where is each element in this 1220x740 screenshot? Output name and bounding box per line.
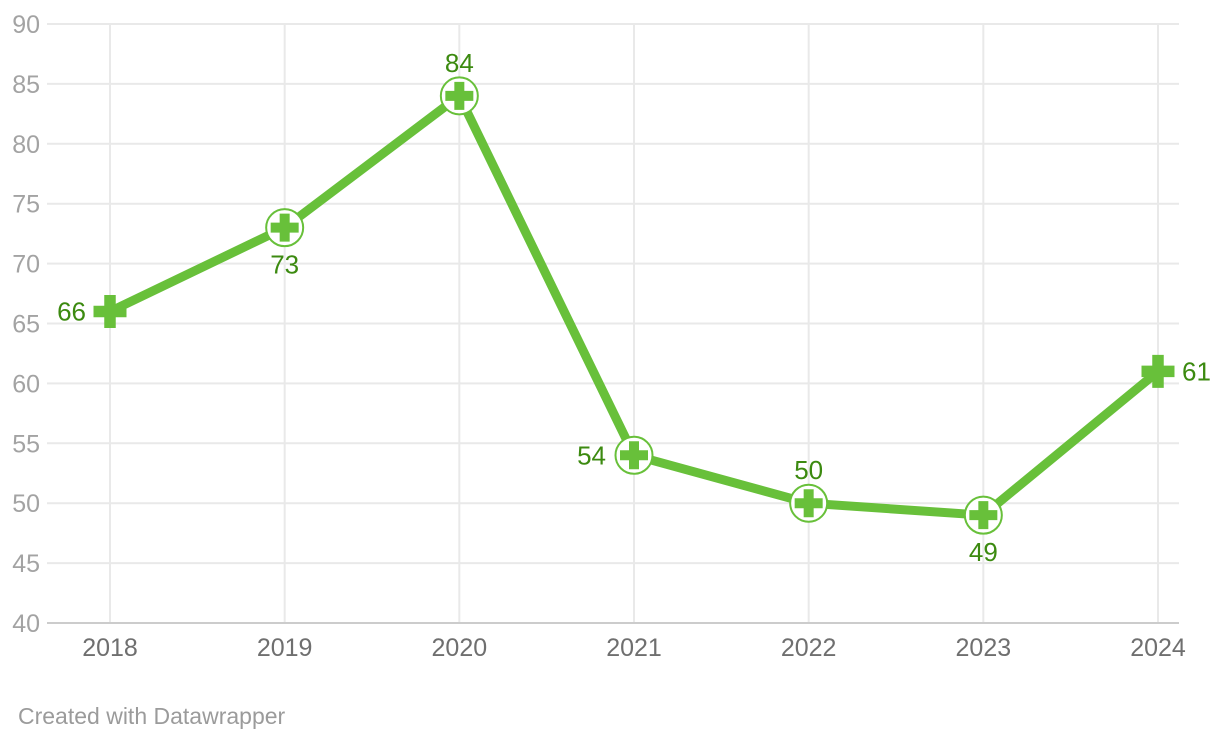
y-tick-label: 75 — [12, 191, 40, 219]
line-chart-svg: 40 45 50 55 60 65 70 75 80 85 90 2018 2019 2020 2021 20… — [12, 11, 1211, 662]
data-point-2020[interactable] — [439, 76, 479, 116]
data-point-2018[interactable] — [93, 295, 127, 329]
cross-marker-icon — [620, 441, 648, 470]
data-point-2021[interactable] — [614, 435, 654, 475]
value-label: 66 — [57, 297, 86, 327]
y-tick-label: 85 — [12, 71, 40, 99]
y-tick-label: 70 — [12, 251, 40, 279]
x-tick-label: 2023 — [956, 634, 1012, 662]
x-tick-label: 2019 — [257, 634, 313, 662]
x-tick-label: 2020 — [432, 634, 488, 662]
cross-marker-icon — [445, 81, 474, 110]
cross-marker-icon — [969, 501, 998, 530]
y-tick-label: 40 — [12, 610, 40, 638]
data-point-2023[interactable] — [963, 495, 1003, 535]
y-tick-label: 60 — [12, 370, 40, 398]
x-tick-label: 2018 — [82, 634, 138, 662]
x-tick-label: 2024 — [1130, 634, 1186, 662]
y-tick-label: 80 — [12, 131, 40, 159]
cross-marker-icon — [93, 295, 127, 329]
value-label: 54 — [577, 440, 606, 470]
datawrapper-credit-link[interactable]: Created with Datawrapper — [18, 703, 286, 729]
data-point-2019[interactable] — [265, 208, 305, 248]
cross-marker-icon — [794, 489, 823, 518]
value-label: 84 — [445, 48, 474, 78]
data-point-2024[interactable] — [1141, 354, 1175, 388]
value-label: 73 — [270, 250, 299, 280]
y-tick-label: 45 — [12, 550, 40, 578]
value-label: 49 — [969, 537, 998, 567]
y-tick-label: 55 — [12, 430, 40, 458]
cross-marker-icon — [270, 213, 299, 242]
y-tick-label: 65 — [12, 311, 40, 339]
y-tick-label: 50 — [12, 490, 40, 518]
cross-marker-icon — [1141, 354, 1175, 388]
x-tick-label: 2021 — [606, 634, 662, 662]
y-tick-label: 90 — [12, 11, 40, 39]
data-point-2022[interactable] — [789, 483, 829, 523]
value-label: 50 — [794, 455, 823, 485]
value-label: 61 — [1182, 356, 1211, 386]
x-tick-label: 2022 — [781, 634, 837, 662]
